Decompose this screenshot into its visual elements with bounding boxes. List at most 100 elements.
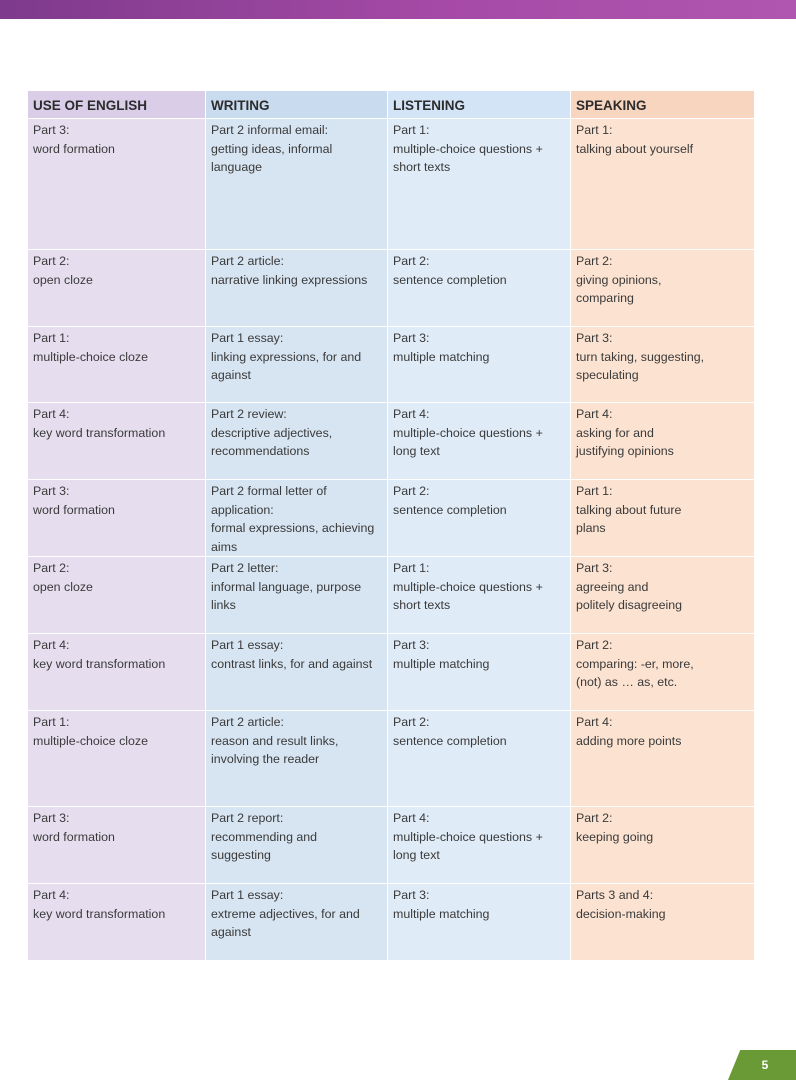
cell-line: Part 1:: [393, 123, 430, 137]
cell-line: key word transformation: [33, 425, 166, 440]
cell-line: Part 4:: [576, 715, 613, 729]
cell-use-of-english: Part 4: key word transformation: [27, 402, 206, 480]
cell-line: Part 2:: [33, 254, 70, 268]
cell-writing: Part 2 report: recommending and suggesting: [205, 806, 388, 884]
cell-line: Parts 3 and 4:: [576, 888, 654, 902]
cell-line: application:: [211, 502, 274, 517]
cell-line: Part 2 report:: [211, 811, 284, 825]
cell-line: Part 2 formal letter of: [211, 484, 327, 498]
cell-listening: Part 1: multiple-choice questions + short …: [387, 556, 571, 634]
header-writing: WRITING: [205, 90, 388, 119]
cell-line: narrative linking expressions: [211, 272, 368, 287]
table-row: Part 2: open cloze Part 2 article: narrativ…: [27, 249, 755, 327]
cell-line: key word transformation: [33, 656, 166, 671]
cell-use-of-english: Part 3: word formation: [27, 118, 206, 250]
header-listening: LISTENING: [387, 90, 571, 119]
cell-line: adding more points: [576, 733, 682, 748]
cell-line: plans: [576, 521, 606, 535]
cell-use-of-english: Part 4: key word transformation: [27, 883, 206, 961]
cell-line: formal expressions, achieving: [211, 521, 375, 535]
cell-line: Part 4:: [393, 811, 430, 825]
cell-use-of-english: Part 1: multiple-choice cloze: [27, 326, 206, 403]
cell-line: Part 3:: [393, 888, 430, 902]
cell-line: talking about future: [576, 502, 682, 517]
cell-line: extreme adjectives, for and: [211, 906, 360, 921]
cell-line: Part 3:: [33, 811, 70, 825]
cell-line: Part 2:: [576, 638, 613, 652]
cell-line: word formation: [33, 502, 115, 517]
cell-writing: Part 2 article: narrative linking express…: [205, 249, 388, 327]
cell-use-of-english: Part 2: open cloze: [27, 556, 206, 634]
cell-speaking: Part 4: adding more points: [570, 710, 755, 807]
cell-line: Part 2 review:: [211, 407, 287, 421]
cell-line: Part 1 essay:: [211, 888, 284, 902]
cell-line: talking about yourself: [576, 141, 694, 156]
cell-line: Part 2:: [33, 561, 70, 575]
cell-line: against: [211, 368, 251, 382]
cell-line: keeping going: [576, 829, 654, 844]
cell-line: word formation: [33, 141, 115, 156]
cell-speaking: Parts 3 and 4: decision-making: [570, 883, 755, 961]
table-row: Part 2: open cloze Part 2 letter: informal …: [27, 556, 755, 634]
cell-line: Part 2 informal email:: [211, 123, 329, 137]
table-row: Part 3: word formation Part 2 informal ema…: [27, 118, 755, 250]
cell-line: Part 1:: [576, 123, 613, 137]
cell-speaking: Part 3: turn taking, suggesting, speculati…: [570, 326, 755, 403]
table-row: Part 4: key word transformation Part 1 ess…: [27, 883, 755, 961]
cell-line: key word transformation: [33, 906, 166, 921]
cell-line: language: [211, 160, 262, 174]
cell-writing: Part 2 article: reason and result links, i…: [205, 710, 388, 807]
header-row: USE OF ENGLISH WRITING LISTENING SPEAKIN…: [27, 90, 755, 119]
cell-line: Part 2:: [393, 715, 430, 729]
cell-line: multiple-choice questions +: [393, 829, 543, 844]
cell-speaking: Part 2: keeping going: [570, 806, 755, 884]
cell-line: links: [211, 598, 236, 612]
table-row: Part 3: word formation Part 2 formal lette…: [27, 479, 755, 557]
cell-line: multiple matching: [393, 656, 490, 671]
cell-line: multiple-choice questions +: [393, 425, 543, 440]
cell-listening: Part 1: multiple-choice questions + short …: [387, 118, 571, 250]
page-number: 5: [728, 1050, 796, 1080]
cell-line: informal language, purpose: [211, 579, 362, 594]
cell-writing: Part 2 review: descriptive adjectives, rec…: [205, 402, 388, 480]
cell-speaking: Part 2: comparing: -er, more, (not) as … a…: [570, 633, 755, 711]
cell-line: multiple-choice cloze: [33, 349, 149, 364]
cell-line: asking for and: [576, 425, 654, 440]
cell-line: multiple-choice cloze: [33, 733, 149, 748]
cell-line: Part 2 article:: [211, 715, 284, 729]
cell-listening: Part 2: sentence completion: [387, 249, 571, 327]
cell-line: Part 2 letter:: [211, 561, 279, 575]
cell-writing: Part 2 letter: informal language, purpose…: [205, 556, 388, 634]
cell-line: open cloze: [33, 272, 93, 287]
cell-line: agreeing and: [576, 579, 649, 594]
cell-line: descriptive adjectives,: [211, 425, 333, 440]
cell-line: (not) as … as, etc.: [576, 675, 678, 689]
cell-line: Part 1:: [33, 331, 70, 345]
cell-line: word formation: [33, 829, 115, 844]
cell-line: Part 3:: [576, 331, 613, 345]
cell-line: multiple matching: [393, 906, 490, 921]
cell-line: Part 1:: [393, 561, 430, 575]
cell-use-of-english: Part 1: multiple-choice cloze: [27, 710, 206, 807]
cell-line: speculating: [576, 368, 639, 382]
cell-writing: Part 1 essay: linking expressions, for an…: [205, 326, 388, 403]
cell-line: against: [211, 925, 251, 939]
cell-line: multiple-choice questions +: [393, 579, 543, 594]
header-speaking: SPEAKING: [570, 90, 755, 119]
table-row: Part 1: multiple-choice cloze Part 2 artic…: [27, 710, 755, 807]
cell-line: Part 2:: [393, 484, 430, 498]
cell-speaking: Part 2: giving opinions, comparing: [570, 249, 755, 327]
table-row: Part 1: multiple-choice cloze Part 1 essay…: [27, 326, 755, 403]
cell-line: multiple matching: [393, 349, 490, 364]
cell-listening: Part 4: multiple-choice questions + long t…: [387, 806, 571, 884]
cell-line: Part 2:: [576, 811, 613, 825]
cell-line: Part 4:: [33, 638, 70, 652]
cell-line: Part 2 article:: [211, 254, 284, 268]
cell-line: Part 4:: [33, 407, 70, 421]
cell-line: comparing: -er, more,: [576, 656, 694, 671]
cell-line: long text: [393, 848, 440, 862]
cell-speaking: Part 1: talking about future plans: [570, 479, 755, 557]
cell-line: short texts: [393, 160, 451, 174]
cell-line: Part 1:: [33, 715, 70, 729]
cell-line: aims: [211, 539, 238, 554]
